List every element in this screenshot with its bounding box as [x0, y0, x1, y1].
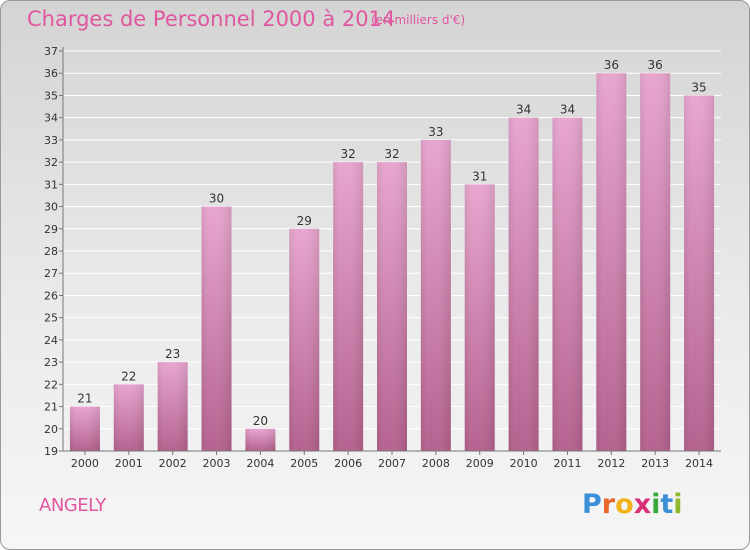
bar-shade	[113, 384, 144, 451]
bar-shade	[596, 73, 627, 451]
bar-value-label: 32	[384, 147, 399, 161]
x-tick-label: 2006	[334, 457, 362, 470]
bar-value-label: 34	[560, 103, 575, 117]
y-tick-label: 34	[44, 112, 58, 125]
y-tick-label: 25	[44, 312, 58, 325]
bar-shade	[377, 162, 407, 451]
bar-shade	[245, 428, 276, 451]
y-tick-label: 19	[44, 445, 58, 458]
y-tick-label: 20	[44, 423, 58, 436]
logo-letter: i	[651, 489, 661, 520]
bar-shade	[157, 362, 188, 451]
x-tick-label: 2010	[510, 457, 538, 470]
bar-value-label: 30	[209, 192, 224, 206]
logo-letter: x	[633, 489, 652, 520]
y-tick-label: 29	[44, 223, 58, 236]
y-tick-label: 26	[44, 289, 58, 302]
bar-shade	[420, 139, 451, 451]
y-tick-label: 30	[44, 201, 58, 214]
x-tick-label: 2013	[641, 457, 669, 470]
y-tick-label: 31	[44, 178, 58, 191]
x-tick-label: 2014	[685, 457, 713, 470]
bar-value-label: 29	[297, 214, 312, 228]
logo-letter: o	[615, 489, 634, 520]
x-tick-label: 2003	[203, 457, 231, 470]
x-tick-label: 2000	[71, 457, 99, 470]
bar-shade	[684, 95, 715, 451]
bar-shade	[640, 73, 671, 451]
bar-value-label: 36	[604, 58, 619, 72]
bar-shade	[69, 406, 100, 451]
chart-title: Charges de Personnel 2000 à 2014	[27, 7, 396, 31]
x-tick-label: 2004	[246, 457, 274, 470]
chart-unit-label: (en milliers d'€)	[371, 13, 466, 27]
commune-name: ANGELY	[39, 495, 106, 516]
y-tick-label: 21	[44, 401, 58, 414]
bar-value-label: 22	[121, 369, 136, 383]
bar-value-label: 23	[165, 347, 180, 361]
logo-letter: r	[601, 489, 616, 520]
x-tick-label: 2001	[115, 457, 143, 470]
logo-letter: i	[673, 489, 683, 520]
bars	[69, 73, 715, 452]
x-tick-label: 2002	[159, 457, 187, 470]
bar-value-label: 35	[691, 80, 706, 94]
logo-letter: P	[582, 489, 602, 520]
x-tick-label: 2007	[378, 457, 406, 470]
bar-shade	[464, 184, 495, 452]
bar-value-label: 34	[516, 103, 531, 117]
y-tick-label: 24	[44, 334, 58, 347]
proxiti-logo: Proxiti	[582, 489, 683, 520]
y-tick-label: 33	[44, 134, 58, 147]
y-tick-label: 27	[44, 267, 58, 280]
y-tick-label: 35	[44, 89, 58, 102]
bar-shade	[289, 228, 320, 451]
y-tick-label: 28	[44, 245, 58, 258]
y-tick-label: 36	[44, 67, 58, 80]
bar-shade	[201, 206, 232, 451]
y-tick-label: 32	[44, 156, 58, 169]
logo-letter: t	[660, 489, 674, 520]
x-tick-label: 2005	[290, 457, 318, 470]
y-tick-label: 37	[44, 45, 58, 58]
y-tick-label: 23	[44, 356, 58, 369]
x-tick-label: 2012	[597, 457, 625, 470]
bar-shade	[552, 117, 583, 452]
x-tick-label: 2011	[553, 457, 581, 470]
axes: 19 20 21 22 23 24 25 26 27 28 29 30 31 32 33 34 35 36 37 20…	[44, 45, 721, 470]
bar-value-label: 36	[648, 58, 663, 72]
bar-value-label: 32	[340, 147, 355, 161]
bar-shade	[333, 162, 364, 451]
labels: 21 22 23 30 20 29 32 32 33 31 34 34 36 36 35	[77, 58, 706, 428]
bar-value-label: 33	[428, 125, 443, 139]
y-tick-label: 22	[44, 378, 58, 391]
x-tick-label: 2008	[422, 457, 450, 470]
bar-shade	[508, 117, 539, 452]
bar-value-label: 31	[472, 169, 487, 183]
x-tick-label: 2009	[466, 457, 494, 470]
bar-value-label: 20	[253, 414, 268, 428]
bar-value-label: 21	[77, 392, 92, 406]
